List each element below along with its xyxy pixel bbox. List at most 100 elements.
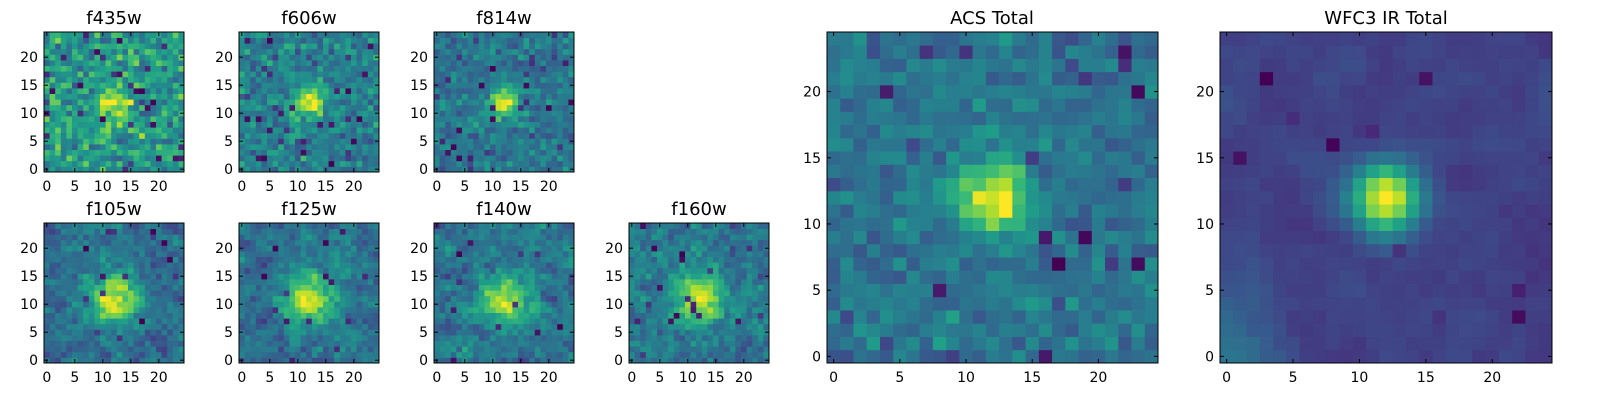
heatmap-cell bbox=[724, 312, 731, 319]
heatmap-cell bbox=[261, 340, 268, 347]
heatmap-cell bbox=[289, 357, 296, 364]
heatmap-cell bbox=[88, 138, 95, 145]
heatmap-cell bbox=[161, 99, 168, 106]
heatmap-cell bbox=[445, 312, 452, 319]
heatmap-cell bbox=[439, 48, 446, 55]
heatmap-cell bbox=[167, 127, 174, 134]
heatmap-cell bbox=[144, 43, 151, 50]
heatmap-cell bbox=[467, 65, 474, 72]
heatmap-cell bbox=[278, 301, 285, 308]
heatmap-cell bbox=[83, 121, 90, 128]
heatmap-cell bbox=[568, 48, 575, 55]
heatmap-cell bbox=[999, 323, 1013, 337]
heatmap-cell bbox=[88, 54, 95, 61]
heatmap-cell bbox=[490, 155, 496, 162]
heatmap-cell bbox=[490, 48, 496, 55]
heatmap-cell bbox=[295, 132, 301, 139]
heatmap-cell bbox=[456, 307, 463, 313]
heatmap-cell bbox=[473, 351, 480, 358]
heatmap-cell bbox=[255, 65, 262, 72]
heatmap-cell bbox=[557, 267, 564, 274]
heatmap-cell bbox=[523, 290, 530, 297]
heatmap-cell bbox=[534, 301, 541, 308]
heatmap-cell bbox=[55, 323, 62, 330]
heatmap-cell bbox=[111, 301, 118, 308]
heatmap-cell bbox=[568, 335, 575, 341]
heatmap-cell bbox=[105, 116, 112, 122]
heatmap-cell bbox=[116, 132, 123, 139]
heatmap-cell bbox=[707, 273, 714, 280]
heatmap-cell bbox=[763, 346, 770, 353]
heatmap-cell bbox=[317, 104, 324, 111]
heatmap-cell bbox=[83, 127, 90, 134]
heatmap-cell bbox=[116, 99, 123, 106]
heatmap-cell bbox=[116, 357, 123, 364]
heatmap-cell bbox=[462, 149, 468, 156]
heatmap-cell bbox=[879, 257, 894, 271]
heatmap-cell bbox=[450, 335, 457, 341]
heatmap-cell bbox=[506, 43, 513, 50]
heatmap-cell bbox=[484, 307, 491, 313]
heatmap-cell bbox=[495, 104, 502, 111]
heatmap-cell bbox=[156, 76, 162, 83]
heatmap-cell bbox=[289, 104, 296, 111]
heatmap-cell bbox=[139, 329, 146, 336]
heatmap-cell bbox=[272, 116, 279, 122]
heatmap-cell bbox=[239, 88, 245, 94]
heatmap-cell bbox=[490, 110, 496, 117]
heatmap-cell bbox=[261, 323, 268, 330]
heatmap-cell bbox=[351, 351, 357, 358]
heatmap-cell bbox=[478, 65, 485, 72]
heatmap-cell bbox=[77, 284, 84, 291]
heatmap-cell bbox=[506, 245, 513, 252]
heatmap-cell bbox=[339, 155, 346, 162]
heatmap-cell bbox=[362, 307, 369, 313]
heatmap-cell bbox=[116, 279, 123, 285]
heatmap-cell bbox=[133, 256, 140, 263]
heatmap-cell bbox=[473, 155, 480, 162]
heatmap-cell bbox=[490, 93, 496, 100]
heatmap-cell bbox=[506, 340, 513, 347]
heatmap-cell bbox=[178, 256, 185, 263]
heatmap-cell bbox=[156, 295, 162, 302]
heatmap-cell bbox=[105, 234, 112, 241]
heatmap-cell bbox=[295, 256, 301, 263]
heatmap-cell bbox=[932, 349, 947, 364]
heatmap-cell bbox=[551, 132, 558, 139]
heatmap-cell bbox=[139, 239, 146, 246]
heatmap-cell bbox=[456, 329, 463, 336]
heatmap-cell bbox=[328, 239, 335, 246]
heatmap-cell bbox=[473, 234, 480, 241]
heatmap-cell bbox=[668, 301, 675, 308]
heatmap-cell bbox=[311, 104, 318, 111]
heatmap-cell bbox=[77, 88, 84, 94]
heatmap-cell bbox=[116, 273, 123, 280]
heatmap-cell bbox=[267, 279, 273, 285]
heatmap-cell bbox=[77, 228, 84, 235]
heatmap-cell bbox=[55, 160, 62, 167]
heatmap-cell bbox=[679, 346, 686, 353]
heatmap-cell bbox=[367, 346, 374, 353]
heatmap-cell bbox=[116, 312, 123, 319]
heatmap-cell bbox=[55, 54, 62, 61]
heatmap-cell bbox=[478, 144, 485, 150]
heatmap-cell bbox=[295, 43, 301, 50]
heatmap-cell bbox=[529, 312, 536, 319]
heatmap-cell bbox=[1131, 296, 1146, 311]
heatmap-cell bbox=[250, 54, 257, 61]
heatmap-cell bbox=[946, 177, 960, 192]
heatmap-cell bbox=[289, 267, 296, 274]
heatmap-cell bbox=[150, 93, 157, 100]
heatmap-cell bbox=[439, 32, 446, 38]
heatmap-cell bbox=[139, 127, 146, 134]
heatmap-cell bbox=[111, 93, 118, 100]
heatmap-cell bbox=[278, 346, 285, 353]
heatmap-cell bbox=[557, 245, 564, 252]
heatmap-cell bbox=[60, 88, 67, 94]
heatmap-cell bbox=[534, 132, 541, 139]
heatmap-cell bbox=[634, 318, 641, 325]
heatmap-cell bbox=[356, 127, 363, 134]
heatmap-cell bbox=[77, 223, 84, 229]
heatmap-cell bbox=[44, 43, 50, 50]
heatmap-cell bbox=[506, 312, 513, 319]
